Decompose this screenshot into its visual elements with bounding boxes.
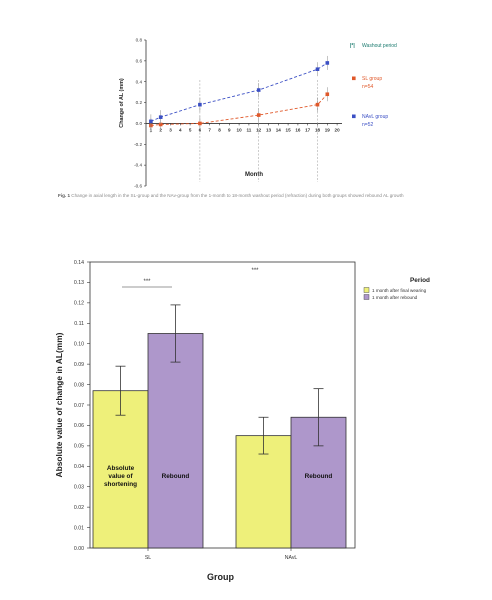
x-tick-label: SL xyxy=(145,555,151,561)
legend-swatch-2 xyxy=(352,114,356,119)
y-tick-label: 0.8 xyxy=(136,38,143,43)
y-tick-label: -0.4 xyxy=(134,163,142,168)
x-tick-label: 5 xyxy=(189,127,192,132)
y-tick-label: 0.09 xyxy=(74,362,84,368)
y-tick-label: -0.6 xyxy=(134,184,142,189)
y-tick-label: 0.12 xyxy=(74,301,84,307)
x-tick-label: 19 xyxy=(325,127,331,132)
y-tick-label: -0.2 xyxy=(134,142,142,147)
y-tick-label: 0.10 xyxy=(74,342,84,348)
y-tick-label: 0.06 xyxy=(74,423,84,429)
legend-swatch-1 xyxy=(363,287,370,293)
legend-swatch-1 xyxy=(352,76,356,81)
x-tick-label: 20 xyxy=(335,127,341,132)
y-tick-label: 0.08 xyxy=(74,382,84,388)
figure-1-caption: Fig. 1 Change in axial length in the SL-… xyxy=(58,193,478,199)
y-tick-label: 0.4 xyxy=(136,79,143,84)
legend-series-n-1: n=54 xyxy=(362,84,373,90)
y-tick-label: 0.04 xyxy=(74,464,84,470)
y-tick-label: 0.13 xyxy=(74,280,84,286)
y-tick-label: 0.14 xyxy=(74,260,84,266)
y-tick-label: 0.00 xyxy=(74,546,84,552)
y-tick-label: 0.0 xyxy=(136,121,143,126)
data-point xyxy=(198,121,202,126)
figure-1-caption-label: Fig. 1 xyxy=(58,193,70,198)
x-tick-label: NAvL xyxy=(285,555,298,561)
y-tick-label: 0.02 xyxy=(74,505,84,511)
y-tick-label: 0.05 xyxy=(74,444,84,450)
y-tick-label: 0.07 xyxy=(74,403,84,409)
axial-length-line-chart: -0.6-0.4-0.20.00.20.40.60.81234567891011… xyxy=(119,38,397,189)
x-axis-title: Group xyxy=(207,572,234,582)
x-tick-label: 13 xyxy=(266,127,272,132)
y-tick-label: 0.2 xyxy=(136,100,143,105)
y-axis-title: Absolute value of change in AL(mm) xyxy=(54,332,64,477)
legend-label-2: 1 month after rebound xyxy=(372,295,418,300)
data-point xyxy=(325,61,330,65)
y-tick-label: 0.6 xyxy=(136,58,143,63)
y-tick-label: 0.11 xyxy=(74,321,84,327)
data-point xyxy=(325,92,330,97)
legend-title: Period xyxy=(410,277,430,284)
figure-1-caption-text: Change in axial length in the SL-group a… xyxy=(71,193,404,198)
x-tick-label: 4 xyxy=(179,127,182,132)
x-tick-label: 10 xyxy=(237,127,243,132)
bar-inner-label: Rebound xyxy=(162,473,190,480)
bar-inner-label: value of xyxy=(108,473,133,480)
data-point xyxy=(315,102,320,107)
y-axis-title: Change of AL (mm) xyxy=(119,78,125,128)
data-point xyxy=(256,88,261,92)
significance-marker: *** xyxy=(143,279,151,285)
bar-inner-label: Absolute xyxy=(107,465,135,472)
washout-legend-swatch: |*| xyxy=(350,43,355,49)
significance-marker: *** xyxy=(251,268,259,274)
legend-label-1: 1 month after final wearing xyxy=(372,288,427,293)
legend-series-name-1: SL group xyxy=(362,76,382,82)
bar-inner-label: Rebound xyxy=(305,473,333,480)
bar-inner-label: shortening xyxy=(104,481,137,488)
x-tick-label: 9 xyxy=(228,127,231,132)
washout-legend-label: Washout period xyxy=(362,43,397,49)
data-point xyxy=(158,115,163,119)
data-point xyxy=(149,119,153,124)
x-tick-label: 16 xyxy=(295,127,301,132)
x-tick-label: 17 xyxy=(305,127,311,132)
x-axis-title: Month xyxy=(245,172,263,178)
x-tick-label: 11 xyxy=(246,127,251,132)
legend-swatch-2 xyxy=(363,294,370,300)
data-point xyxy=(315,67,320,71)
x-tick-label: 7 xyxy=(208,127,211,132)
x-tick-label: 3 xyxy=(169,127,172,132)
legend-series-n-2: n=52 xyxy=(362,122,373,128)
x-tick-label: 8 xyxy=(218,127,221,132)
x-tick-label: 15 xyxy=(286,127,292,132)
y-tick-label: 0.01 xyxy=(74,525,84,531)
y-tick-label: 0.03 xyxy=(74,485,84,491)
data-point xyxy=(198,102,202,107)
data-point xyxy=(158,122,163,127)
legend-series-name-2: NAvL group xyxy=(362,114,388,120)
bar-SL-2 xyxy=(147,333,204,549)
data-point xyxy=(256,113,261,117)
x-tick-label: 14 xyxy=(276,127,282,132)
